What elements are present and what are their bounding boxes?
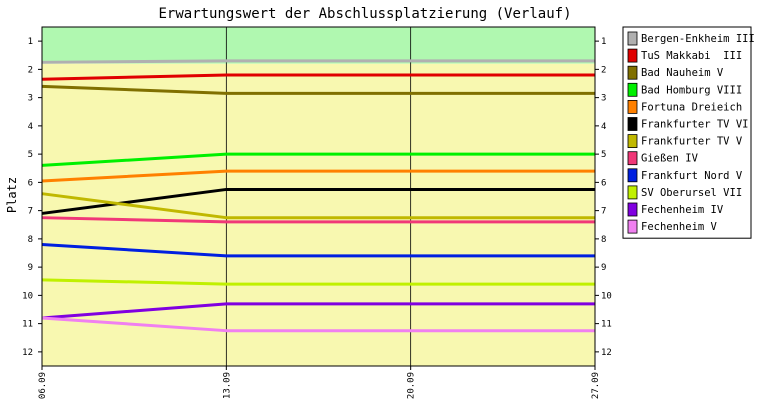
y-tick-label-left-7: 7: [28, 207, 33, 217]
y-tick-label-left-12: 12: [22, 348, 33, 358]
legend: Bergen-Enkheim III TuS Makkabi III Bad Nau…: [622, 26, 755, 239]
legend-swatch-11: [627, 219, 638, 234]
legend-label-9: SV Oberursel VII: [641, 187, 742, 199]
series-line-1: [41, 73, 595, 81]
legend-swatch-6: [627, 134, 638, 149]
legend-label-7: Gießen IV: [641, 153, 699, 165]
y-tick-label-right-7: 7: [601, 207, 606, 217]
x-axis-ticks: 06.09 13.09 20.09 27.09: [38, 366, 601, 399]
x-tick-label-20.09: 20.09: [407, 372, 417, 399]
grid-lines: [225, 27, 412, 366]
legend-swatch-5: [627, 117, 638, 131]
series-line-2: [41, 84, 595, 95]
y-tick-label-left-8: 8: [28, 235, 33, 245]
legend-label-5: Frankfurter TV VI: [641, 119, 748, 131]
x-tick-label-06.09: 06.09: [38, 372, 48, 399]
legend-swatch-1: [627, 48, 638, 63]
legend-swatch-0: [627, 31, 638, 46]
y-tick-label-right-12: 12: [601, 348, 612, 358]
legend-label-4: Fortuna Dreieich: [641, 101, 742, 113]
series-line-10: [41, 302, 595, 320]
background-band-1: [42, 63, 595, 366]
legend-label-11: Fechenheim V: [641, 221, 718, 233]
plot-border: [41, 26, 596, 367]
y-tick-label-left-4: 4: [28, 122, 33, 132]
y-tick-label-right-9: 9: [601, 263, 606, 273]
legend-swatch-3: [627, 82, 638, 97]
y-tick-label-right-11: 11: [601, 320, 612, 330]
background-band-0: [42, 27, 595, 64]
y-tick-label-left-5: 5: [28, 150, 33, 160]
series-line-7: [41, 216, 595, 224]
series-line-11: [41, 316, 595, 333]
x-tick-label-27.09: 27.09: [591, 372, 601, 399]
y-tick-label-right-1: 1: [601, 37, 606, 47]
series-line-9: [41, 278, 595, 286]
legend-label-1: TuS Makkabi III: [641, 50, 742, 62]
series-line-0: [41, 59, 595, 64]
y-tick-label-left-3: 3: [28, 94, 33, 104]
y-tick-label-right-4: 4: [601, 122, 606, 132]
legend-swatch-9: [627, 185, 638, 200]
legend-box: [622, 26, 752, 239]
y-tick-label-right-10: 10: [601, 291, 612, 301]
legend-swatch-8: [627, 168, 638, 183]
series-line-8: [41, 243, 595, 258]
y-tick-label-left-1: 1: [28, 37, 33, 47]
chart-title: Erwartungswert der Abschlussplatzierung …: [158, 6, 571, 22]
legend-label-2: Bad Nauheim V: [641, 67, 724, 79]
y-tick-label-left-9: 9: [28, 263, 33, 273]
series-line-6: [41, 192, 595, 220]
series-lines: [41, 59, 595, 333]
legend-swatch-10: [627, 202, 638, 217]
legend-swatch-2: [627, 65, 638, 80]
legend-label-10: Fechenheim IV: [641, 204, 724, 216]
series-line-4: [41, 169, 595, 183]
y-tick-label-right-6: 6: [601, 178, 606, 188]
y-tick-label-right-8: 8: [601, 235, 606, 245]
y-tick-label-right-2: 2: [601, 65, 606, 75]
y-tick-label-right-5: 5: [601, 150, 606, 160]
y-axis-label: Platz: [5, 177, 19, 213]
series-line-5: [41, 187, 595, 215]
x-tick-label-13.09: 13.09: [222, 372, 232, 399]
y-tick-label-left-2: 2: [28, 65, 33, 75]
legend-swatch-7: [627, 151, 638, 166]
y-tick-label-left-10: 10: [22, 291, 33, 301]
y-tick-label-right-3: 3: [601, 94, 606, 104]
legend-label-3: Bad Homburg VIII: [641, 84, 742, 96]
series-line-3: [41, 152, 595, 167]
y-tick-label-left-6: 6: [28, 178, 33, 188]
legend-label-8: Frankfurt Nord V: [641, 170, 743, 182]
legend-swatch-4: [627, 100, 638, 114]
legend-label-6: Frankfurter TV V: [641, 136, 743, 148]
plot-background: [42, 27, 595, 366]
legend-label-0: Bergen-Enkheim III: [641, 33, 755, 45]
plot-frame: [41, 26, 596, 367]
y-tick-label-left-11: 11: [22, 320, 33, 330]
